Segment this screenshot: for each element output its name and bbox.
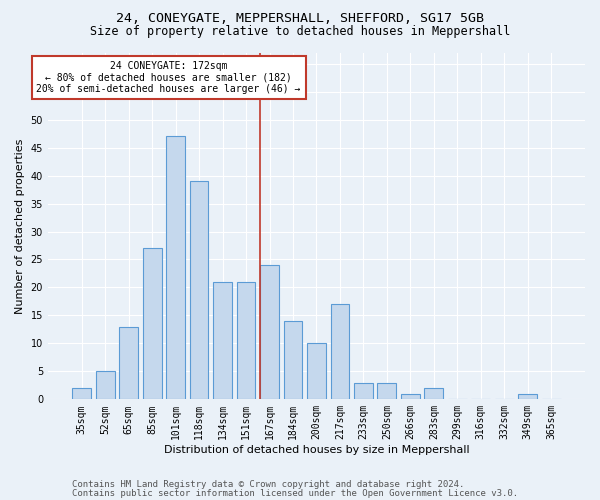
Bar (284, 321, 302, 400)
Bar (96, 372, 115, 400)
X-axis label: Distribution of detached houses by size in Meppershall: Distribution of detached houses by size … (164, 445, 469, 455)
Bar (213, 282, 232, 400)
Bar (307, 344, 326, 400)
Bar (236, 282, 256, 400)
Text: Contains public sector information licensed under the Open Government Licence v3: Contains public sector information licen… (72, 488, 518, 498)
Bar (166, 136, 185, 400)
Bar (119, 326, 138, 400)
Bar (260, 265, 279, 400)
Bar (73, 388, 91, 400)
Bar (377, 382, 396, 400)
Bar (518, 394, 537, 400)
Text: Contains HM Land Registry data © Crown copyright and database right 2024.: Contains HM Land Registry data © Crown c… (72, 480, 464, 489)
Bar (424, 388, 443, 400)
Text: 24, CONEYGATE, MEPPERSHALL, SHEFFORD, SG17 5GB: 24, CONEYGATE, MEPPERSHALL, SHEFFORD, SG… (116, 12, 484, 26)
Bar (331, 304, 349, 400)
Text: Size of property relative to detached houses in Meppershall: Size of property relative to detached ho… (90, 25, 510, 38)
Bar (354, 382, 373, 400)
Y-axis label: Number of detached properties: Number of detached properties (15, 138, 25, 314)
Bar (190, 181, 208, 400)
Text: 24 CONEYGATE: 172sqm
← 80% of detached houses are smaller (182)
20% of semi-deta: 24 CONEYGATE: 172sqm ← 80% of detached h… (37, 61, 301, 94)
Bar (143, 248, 161, 400)
Bar (401, 394, 420, 400)
